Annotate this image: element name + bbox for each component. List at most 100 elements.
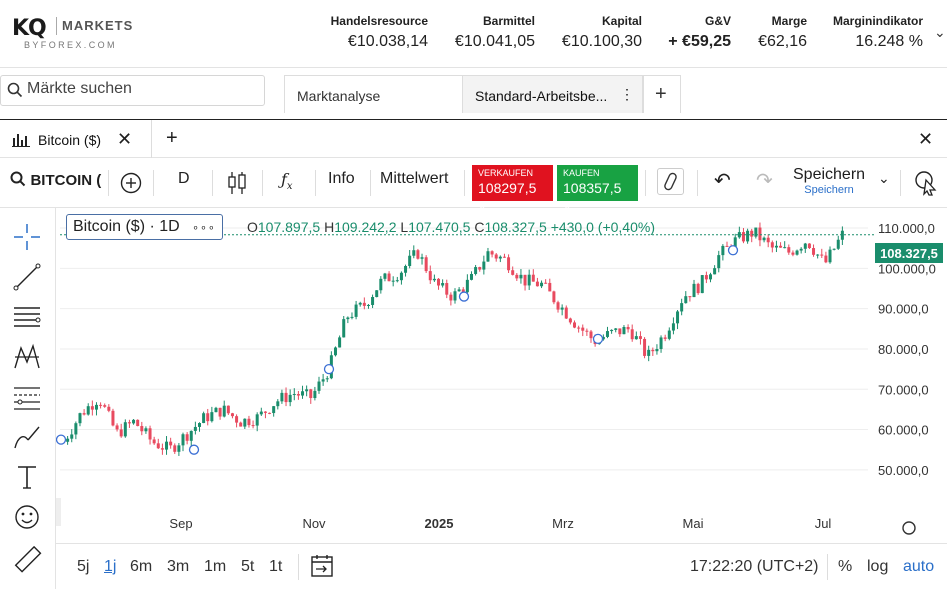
gear-icon [902, 521, 916, 535]
clock-readout[interactable]: 17:22:20 (UTC+2) [690, 558, 819, 575]
average-button[interactable]: Mittelwert [380, 170, 449, 187]
range-1m[interactable]: 1m [204, 558, 227, 575]
chart-legend-title[interactable]: Bitcoin ($) · 1D ∘∘∘ [66, 214, 223, 240]
y-tick-label: 100.000,0 [878, 261, 936, 276]
chart-bottom-bar: 5j 1j 6m 3m 1m 5t 1t 17:22:20 (UTC+2) % … [56, 543, 947, 589]
undo-icon[interactable]: ↶ [714, 170, 731, 192]
stat-label: Kapital [601, 14, 642, 28]
divider [315, 170, 316, 196]
sell-button[interactable]: VERKAUFEN 108297,5 ⌄ [472, 165, 553, 212]
candle-up [721, 245, 725, 256]
candle-down [589, 331, 593, 339]
candle-up [259, 411, 263, 415]
divider [697, 170, 698, 196]
candle-down [544, 282, 548, 284]
auto-toggle[interactable]: auto [903, 558, 935, 575]
candle-down [507, 257, 511, 271]
interval-button[interactable]: D [178, 170, 190, 187]
trendline-icon[interactable] [12, 262, 42, 292]
candle-down [461, 289, 465, 293]
market-search[interactable] [0, 75, 265, 106]
brand-logo[interactable]: KQ MARKETS BYFOREX.COM [12, 14, 137, 50]
chevron-down-icon[interactable]: ⌄ [878, 170, 890, 186]
crosshair-icon[interactable] [12, 222, 42, 252]
range-1j[interactable]: 1j [104, 558, 117, 575]
text-tool-icon[interactable] [12, 462, 42, 492]
search-icon [7, 82, 23, 98]
fibonacci-icon[interactable] [12, 382, 42, 412]
candle-down [362, 302, 366, 306]
range-5j[interactable]: 5j [77, 558, 90, 575]
candle-down [812, 248, 816, 255]
date-range-icon[interactable] [311, 554, 333, 578]
chevron-down-icon[interactable]: ⌄ [934, 24, 946, 40]
info-button[interactable]: Info [328, 170, 355, 187]
range-6m[interactable]: 6m [130, 558, 153, 575]
buy-label: KAUFEN [563, 168, 600, 178]
add-tab-button[interactable]: + [643, 75, 681, 113]
x-tick-label: Sep [169, 516, 192, 531]
percent-toggle[interactable]: % [838, 558, 853, 575]
candle-down [107, 406, 111, 411]
chart-tabs-bar: Bitcoin ($) ✕ + ✕ [0, 120, 947, 158]
save-button[interactable]: Speichern Speichern [793, 166, 865, 196]
x-tick-label: Jul [815, 516, 832, 531]
add-compare-icon[interactable] [120, 172, 142, 194]
add-chart-icon[interactable]: + [166, 127, 178, 149]
more-icon[interactable]: ∘∘∘ [192, 222, 216, 234]
link-button[interactable] [657, 168, 684, 195]
log-toggle[interactable]: log [867, 558, 889, 575]
candle-down [296, 394, 300, 396]
tab-marktanalyse[interactable]: Marktanalyse [284, 75, 463, 113]
symbol-label: BITCOIN ( [30, 172, 102, 189]
y-tick-label: 110.000,0 [878, 221, 935, 236]
range-3m[interactable]: 3m [167, 558, 190, 575]
event-marker [458, 291, 470, 302]
candle-up [465, 279, 469, 293]
symbol-search[interactable]: BITCOIN ( [10, 171, 101, 190]
close-icon[interactable]: ✕ [117, 129, 133, 149]
candle-up [774, 245, 778, 248]
price-chart[interactable]: 50.000,0 60.000,0 70.000,0 80.000,0 90.000,0… [56, 208, 947, 540]
candle-up [700, 275, 704, 294]
range-5t[interactable]: 5t [241, 558, 255, 575]
buy-button[interactable]: KAUFEN 108357,5 ⌄ [557, 165, 638, 212]
candle-up [667, 330, 671, 339]
search-input[interactable] [27, 80, 257, 98]
candle-up [391, 280, 395, 282]
high-value: 109.242,2 [334, 219, 397, 235]
candle-up [408, 255, 412, 266]
redo-icon[interactable]: ↷ [756, 170, 773, 192]
candlestick-type-icon[interactable] [227, 171, 247, 195]
plus-icon: + [655, 83, 667, 105]
pointer-settings-icon[interactable] [914, 170, 938, 196]
close-window-icon[interactable]: ✕ [918, 129, 934, 149]
tab-standard-arbeitsbereich[interactable]: Standard-Arbeitsbe... ⋮ [462, 75, 643, 113]
candle-down [515, 274, 519, 279]
range-1t[interactable]: 1t [269, 558, 283, 575]
candle-up [482, 261, 486, 270]
indicators-fx-icon[interactable]: ƒx [281, 170, 293, 193]
brush-icon[interactable] [12, 422, 42, 452]
stat-value: €10.041,05 [454, 33, 535, 50]
candle-up [338, 337, 342, 348]
candle-down [284, 392, 288, 403]
candle-up [317, 381, 321, 391]
chart-canvas[interactable]: 50.000,0 60.000,0 70.000,0 80.000,0 90.000,0… [56, 208, 947, 540]
candle-up [540, 282, 544, 287]
candle-down [564, 307, 568, 319]
candle-down [478, 267, 482, 270]
candle-up [832, 248, 836, 250]
last-price-badge: 108.327,5 [875, 243, 943, 263]
emoji-icon[interactable] [12, 502, 42, 532]
candle-up [676, 311, 680, 324]
candle-down [251, 425, 255, 427]
horizontal-lines-icon[interactable] [12, 302, 42, 332]
candle-up [313, 390, 317, 399]
candle-up [292, 394, 296, 396]
pattern-icon[interactable] [12, 342, 42, 372]
chart-tab-bitcoin[interactable]: Bitcoin ($) ✕ [0, 120, 152, 158]
stat-barmittel: Barmittel €10.041,05 [455, 14, 535, 51]
ruler-icon[interactable] [12, 546, 42, 576]
more-vertical-icon[interactable]: ⋮ [620, 86, 634, 102]
